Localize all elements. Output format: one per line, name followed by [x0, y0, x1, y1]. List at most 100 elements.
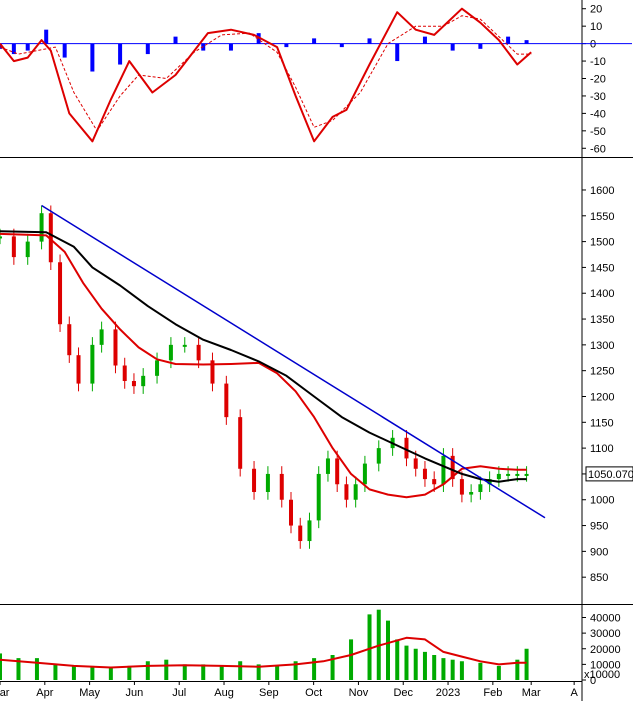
oscillator-bar: [312, 38, 317, 44]
volume-bar: [293, 661, 298, 680]
volume-bar: [413, 648, 418, 680]
oscillator-bar: [478, 43, 483, 49]
x-tick-label: Apr: [36, 687, 53, 699]
candle-body: [224, 383, 229, 418]
y-tick-label: 1250: [590, 366, 614, 378]
y-tick-label: 1200: [590, 391, 614, 403]
oscillator-signal-line: [0, 15, 532, 132]
y-tick-label: -20: [590, 74, 606, 86]
candle-body: [459, 479, 464, 495]
candle-body: [316, 473, 321, 521]
x-tick-label: May: [79, 687, 100, 699]
y-tick-label: 0: [590, 675, 596, 687]
candle-body: [252, 468, 257, 492]
volume-bar: [71, 665, 76, 680]
volume-bar: [201, 664, 206, 680]
volume-bar: [238, 661, 243, 680]
candle-body: [506, 473, 511, 476]
candle-body: [182, 344, 187, 347]
volume-bar: [108, 667, 113, 680]
candle-body: [344, 484, 349, 500]
volume-bar: [450, 659, 455, 680]
y-tick-label: 40000: [590, 613, 621, 625]
candle-body: [196, 344, 201, 361]
candle-body: [376, 448, 381, 464]
candle-body: [168, 344, 173, 361]
y-tick-label: 1400: [590, 288, 614, 300]
y-tick-label: 1000: [590, 495, 614, 507]
oscillator-bar: [44, 29, 49, 44]
oscillator-bar: [228, 43, 233, 51]
oscillator-bar: [118, 43, 123, 65]
volume-bar: [422, 651, 427, 680]
candle-body: [279, 473, 284, 500]
oscillator-bar: [201, 43, 206, 51]
candle-body: [515, 473, 520, 476]
volume-bar: [312, 658, 317, 680]
volume-bar: [515, 659, 520, 680]
y-tick-label: 10: [590, 21, 602, 33]
candle-body: [432, 479, 437, 485]
x-tick-label: Sep: [259, 687, 279, 699]
candle-body: [25, 241, 30, 258]
y-tick-label: 0: [590, 39, 596, 51]
candle-body: [524, 473, 529, 476]
candle-body: [325, 458, 330, 474]
oscillator-bar: [90, 43, 95, 72]
moving-average-line: [0, 230, 527, 483]
volume-bar: [16, 658, 21, 680]
volume-bar: [90, 665, 95, 680]
x-tick-label: Aug: [214, 687, 234, 699]
candle-body: [404, 437, 409, 459]
y-tick-label: 20: [590, 4, 602, 16]
trend-line: [41, 204, 546, 519]
candle-body: [131, 381, 136, 387]
y-tick-label: 20000: [590, 644, 621, 656]
y-tick-label: 1600: [590, 185, 614, 197]
candle-body: [298, 525, 303, 542]
candle-body: [113, 329, 118, 366]
oscillator-bar: [339, 43, 344, 48]
oscillator-bar: [506, 36, 511, 44]
candle-body: [67, 324, 72, 356]
volume-bar: [386, 620, 390, 680]
x-tick-label: Nov: [349, 687, 369, 699]
last-price-box: [585, 466, 633, 482]
oscillator-bar: [11, 43, 16, 55]
candle-body: [413, 458, 418, 469]
volume-bar: [496, 665, 501, 680]
candle-body: [90, 344, 95, 384]
y-tick-label: 1350: [590, 314, 614, 326]
x-tick-label: Jun: [126, 687, 144, 699]
y-tick-label: 1550: [590, 211, 614, 223]
oscillator-bar: [422, 36, 427, 44]
y-tick-label: -60: [590, 143, 606, 155]
oscillator-bar: [450, 43, 455, 51]
volume-bar: [145, 661, 150, 680]
candle-body: [335, 458, 340, 485]
y-tick-label: -50: [590, 126, 606, 138]
volume-bar: [127, 665, 132, 680]
candle-body: [422, 468, 427, 480]
x-tick-label: A: [570, 687, 578, 699]
candle-body: [141, 375, 146, 387]
volume-bar: [182, 664, 187, 680]
x-tick-label: Mar: [0, 687, 10, 699]
candle-body: [307, 520, 312, 542]
oscillator-bar: [524, 40, 529, 44]
y-tick-label: 1100: [590, 443, 614, 455]
last-price-label: 1050.070: [588, 469, 633, 481]
oscillator-bar: [395, 43, 400, 62]
candle-body: [238, 417, 243, 469]
y-tick-label: 10000: [590, 659, 621, 671]
x-tick-label: Mar: [522, 687, 541, 699]
volume-bar: [53, 664, 58, 680]
volume-average-line: [0, 636, 527, 669]
candle-body: [58, 262, 63, 325]
volume-bar: [524, 648, 529, 680]
oscillator-bar: [25, 43, 30, 51]
candle-body: [76, 355, 81, 384]
oscillator-bar: [62, 43, 67, 58]
y-tick-label: -30: [590, 91, 606, 103]
